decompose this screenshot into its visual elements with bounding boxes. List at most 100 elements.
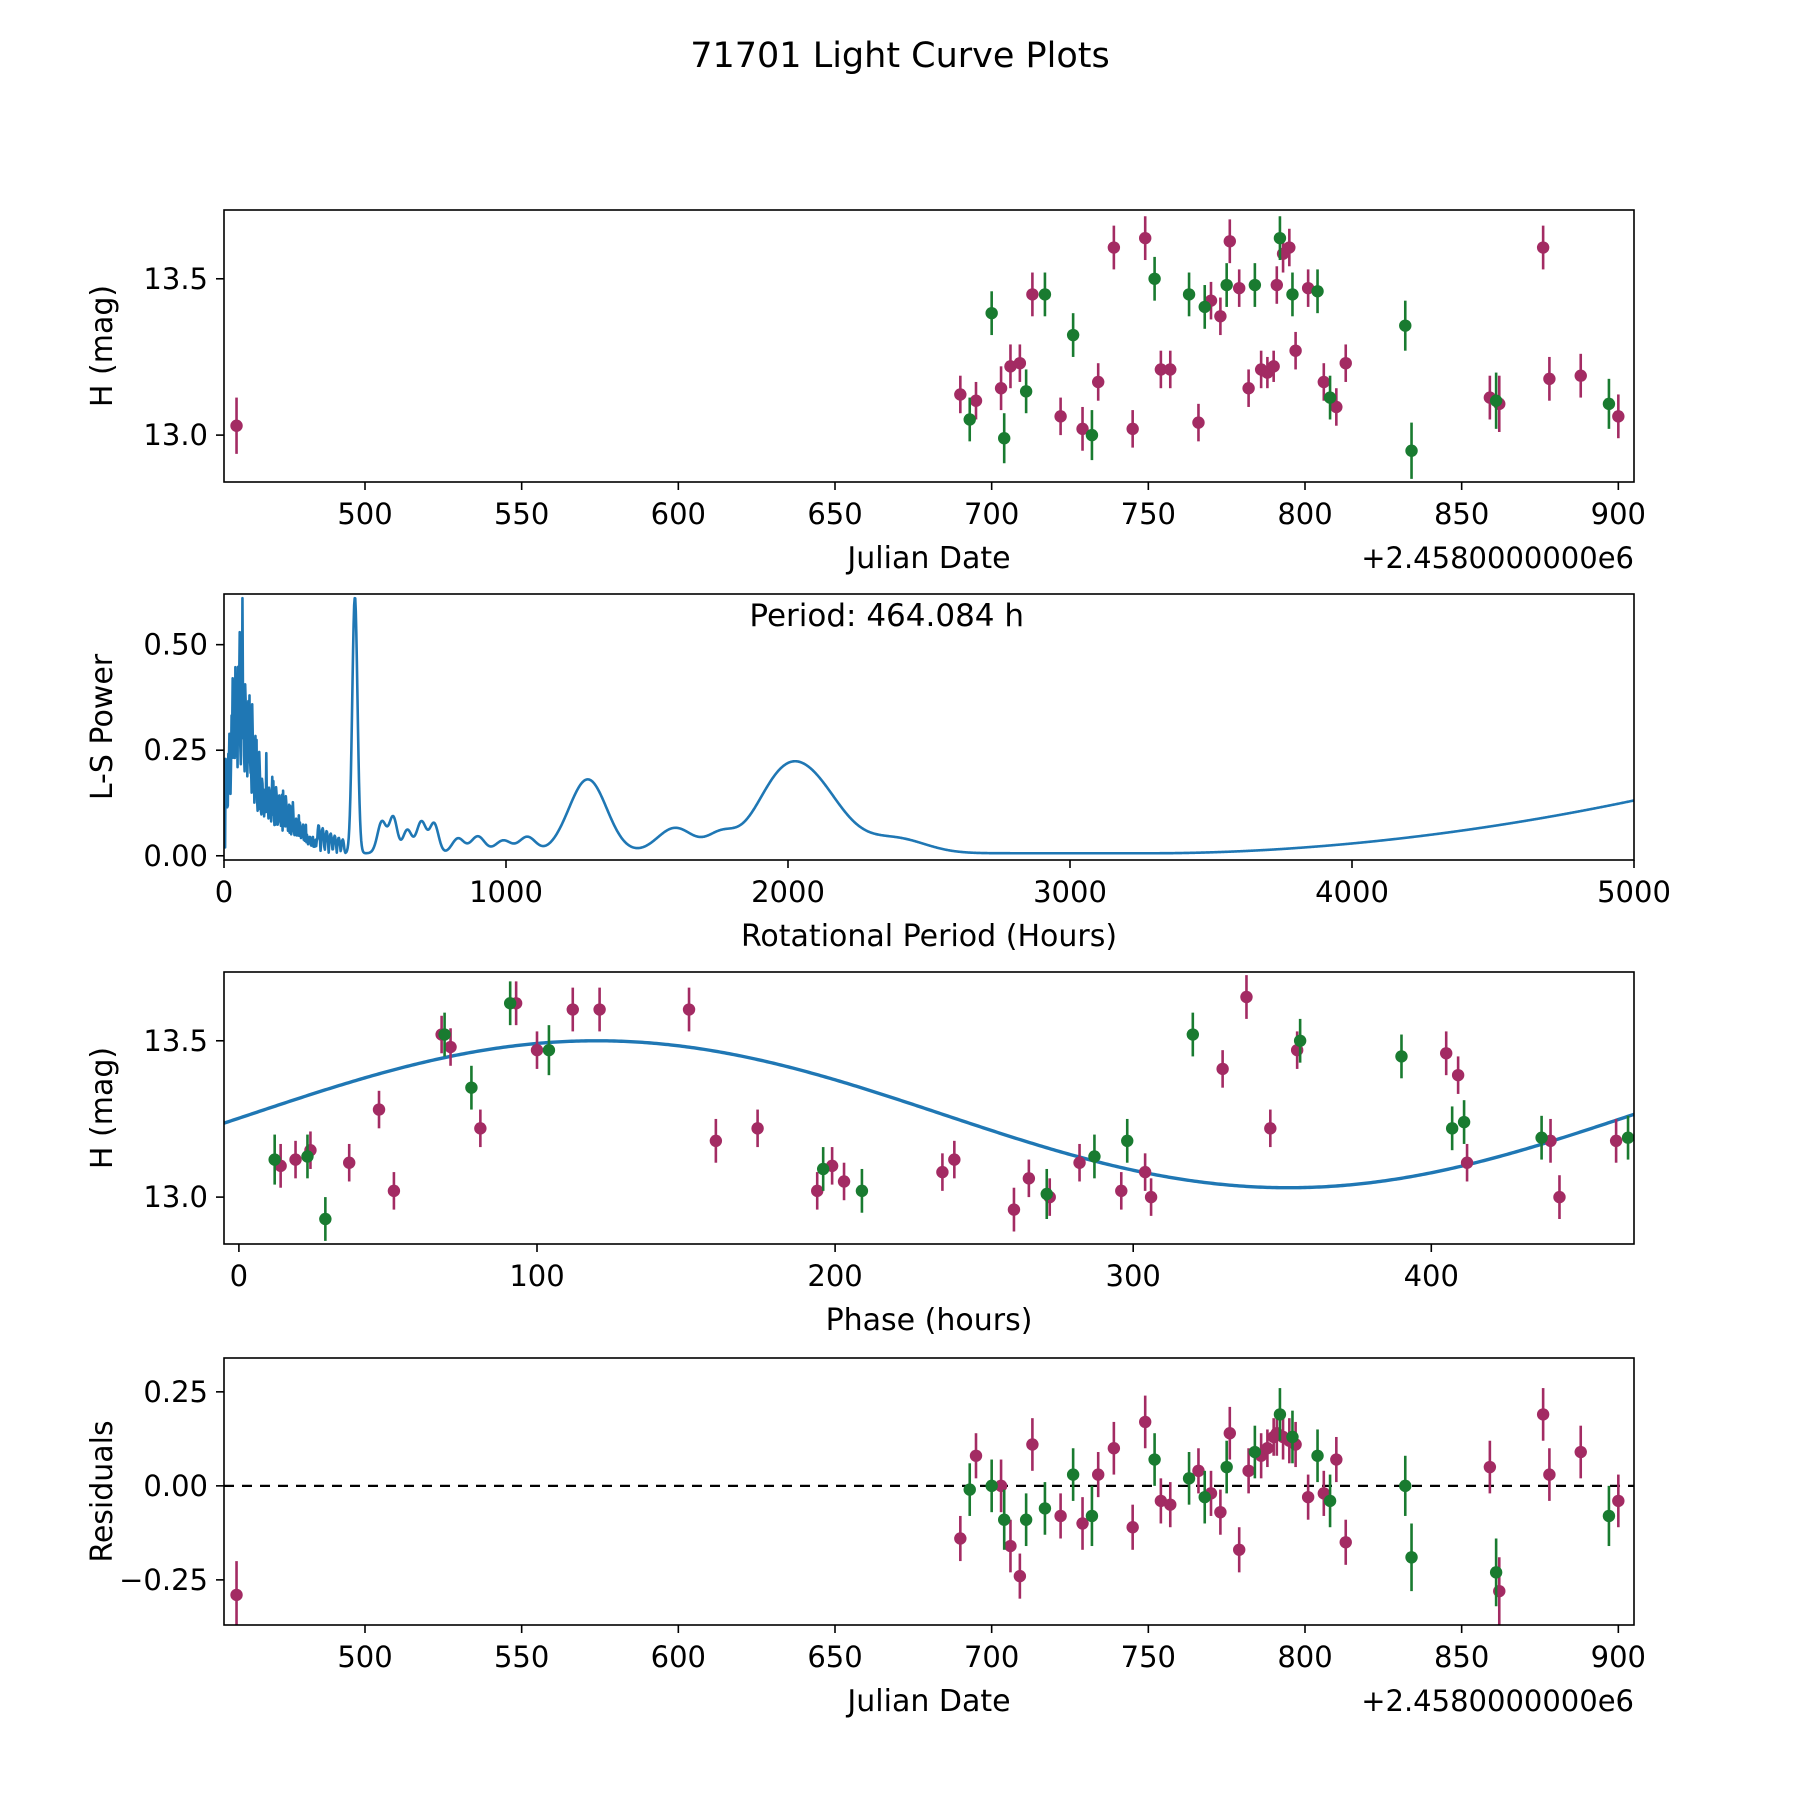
marker (1192, 416, 1205, 429)
data-point (1013, 344, 1027, 382)
x-axis-label: Julian Date (845, 541, 1010, 576)
data-point (1261, 1429, 1274, 1468)
data-point (1317, 363, 1331, 401)
marker (289, 1153, 302, 1166)
y-tick-label: 0.25 (143, 733, 208, 767)
data-point (816, 1147, 830, 1191)
marker (343, 1156, 356, 1169)
marker (1013, 1569, 1027, 1583)
x-axis-label: Julian Date (845, 1684, 1010, 1719)
marker (1092, 1468, 1105, 1481)
x-tick-label: 200 (807, 1259, 862, 1293)
marker (1138, 1165, 1152, 1179)
marker (1612, 1494, 1625, 1508)
data-point (372, 1090, 386, 1129)
x-tick-label: 400 (1404, 1259, 1459, 1293)
data-point (1092, 1452, 1105, 1498)
marker (1022, 1172, 1036, 1185)
data-point (593, 987, 606, 1032)
x-tick-label: 650 (807, 497, 862, 531)
data-point (963, 1463, 976, 1516)
marker (1286, 288, 1299, 301)
x-tick-label: 0 (230, 1259, 248, 1293)
data-point (1220, 263, 1233, 307)
marker (1621, 1131, 1634, 1144)
marker (1543, 372, 1556, 386)
data-point (1126, 1504, 1139, 1550)
marker (751, 1122, 764, 1135)
data-point (1395, 1034, 1408, 1079)
marker (1553, 1190, 1566, 1204)
data-point (1085, 410, 1099, 461)
marker (1248, 1445, 1262, 1459)
marker (1283, 241, 1296, 254)
y-axis-label: Residuals (85, 1420, 120, 1562)
marker (1004, 1539, 1017, 1553)
marker (1038, 1502, 1052, 1515)
marker (816, 1162, 830, 1176)
data-point (1223, 1406, 1237, 1460)
data-point (1073, 1143, 1086, 1182)
marker (1451, 1068, 1465, 1082)
marker (1286, 1430, 1299, 1444)
marker (1148, 1453, 1161, 1466)
data-point (1242, 1448, 1255, 1494)
x-tick-label: 500 (337, 1640, 392, 1674)
y-tick-label: 0.00 (143, 1469, 208, 1503)
data-point (1038, 1482, 1052, 1535)
data-point (1066, 1448, 1080, 1501)
marker (1242, 382, 1255, 395)
data-series-series_b (963, 1388, 1616, 1607)
marker (1220, 278, 1233, 292)
data-point (1612, 394, 1625, 439)
marker (709, 1134, 723, 1148)
data-point (1311, 269, 1324, 314)
x-tick-label: 900 (1591, 497, 1646, 531)
data-point (387, 1172, 401, 1210)
data-point (1543, 1448, 1556, 1501)
x-axis-offset-text: +2.4580000000e6 (1361, 541, 1634, 575)
data-point (1182, 272, 1196, 317)
data-point (1220, 1440, 1233, 1494)
y-tick-label: 13.0 (143, 418, 208, 452)
marker (1076, 422, 1089, 436)
marker (1536, 1408, 1550, 1421)
plot-area (230, 216, 1625, 479)
data-point (1457, 1100, 1471, 1144)
marker (542, 1043, 556, 1057)
data-series-series_b (963, 216, 1616, 479)
x-tick-label: 5000 (1597, 875, 1671, 909)
y-tick-label: 13.5 (143, 262, 208, 296)
marker (1543, 1468, 1556, 1481)
data-point (1609, 1118, 1623, 1163)
data-point (1621, 1115, 1634, 1160)
marker (1198, 1490, 1211, 1504)
marker (1073, 1156, 1086, 1169)
data-point (1483, 1440, 1497, 1494)
marker (1483, 1460, 1497, 1474)
marker (1026, 288, 1039, 301)
data-point (1066, 313, 1080, 357)
data-point (837, 1162, 851, 1201)
data-point (1164, 350, 1177, 389)
y-tick-label: 0.00 (143, 839, 208, 873)
data-point (1405, 422, 1418, 479)
axes-frame (223, 593, 1635, 861)
marker (1076, 1517, 1089, 1530)
marker (998, 432, 1011, 445)
marker (855, 1184, 869, 1198)
marker (969, 1449, 983, 1462)
x-tick-label: 500 (337, 497, 392, 531)
marker (1192, 1464, 1205, 1478)
marker (1264, 1122, 1277, 1135)
data-point (1233, 269, 1246, 307)
data-point (954, 1515, 967, 1562)
data-point (954, 375, 967, 414)
marker (998, 1513, 1011, 1526)
marker (985, 1479, 998, 1493)
marker (1536, 241, 1550, 254)
x-tick-label: 750 (1121, 1640, 1176, 1674)
ls-power-curve (224, 596, 1634, 855)
marker (1240, 990, 1253, 1004)
marker (1339, 356, 1352, 370)
